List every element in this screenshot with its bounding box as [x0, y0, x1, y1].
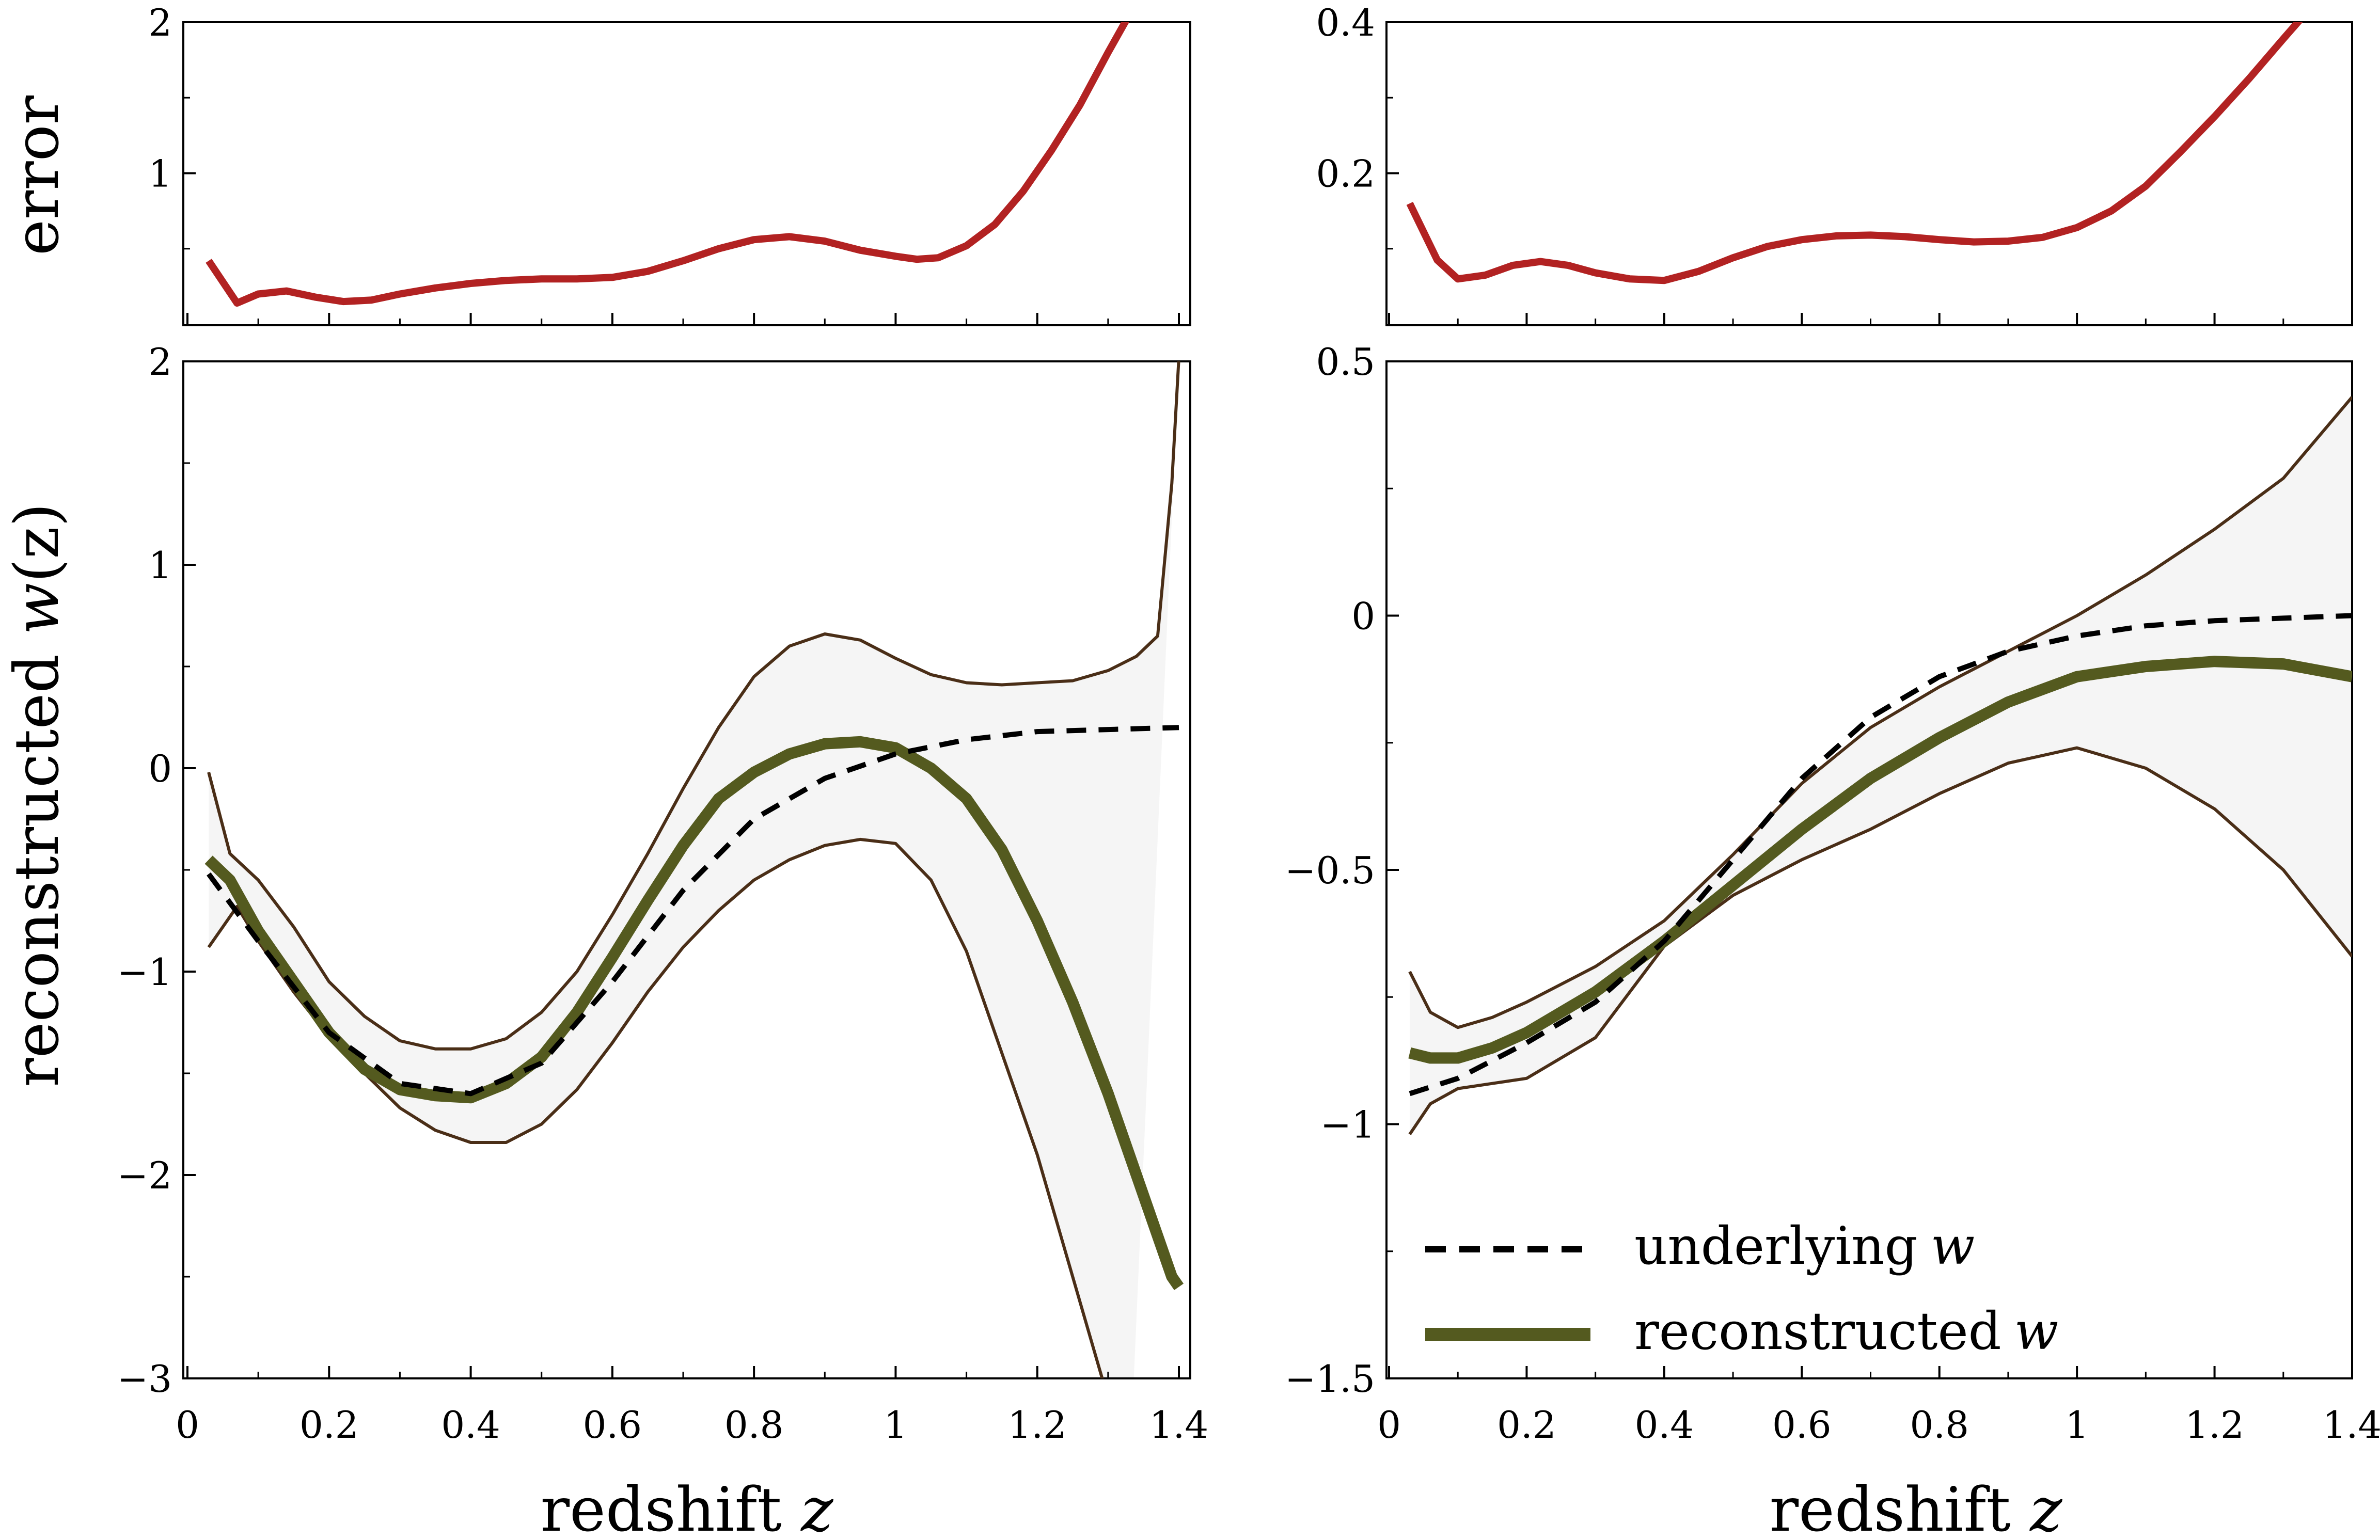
y-tick-label: −1 [1320, 1103, 1375, 1147]
w-y-label-paren: (z) [1, 503, 72, 582]
x-label-left: redshift z [541, 1474, 834, 1540]
x-label-right: redshift z [1770, 1474, 2063, 1540]
upper-bound-line [1408, 396, 2352, 1029]
w-y-label: reconstructed w(z) [1, 503, 72, 1087]
y-tick-label: 2 [148, 1, 172, 44]
w-y-label-var: w [1, 583, 72, 635]
x-tick-label: 0.8 [1910, 1403, 1969, 1447]
y-tick-label: −3 [117, 1357, 172, 1401]
x-label-left-var: z [800, 1474, 833, 1540]
x-label-right-var: z [2029, 1474, 2062, 1540]
legend-underlying-label: underlying w [1634, 1216, 1975, 1276]
y-tick-label: −0.5 [1285, 849, 1375, 892]
reconstructed-w-line [204, 736, 1184, 1290]
legend: underlying w reconstructed w [1425, 1216, 2058, 1361]
legend-reconstructed-text: reconstructed [1634, 1301, 2001, 1361]
y-tick-label: 0 [148, 747, 172, 790]
y-tick-label: 0.4 [1316, 1, 1375, 44]
x-tick-label: 0.2 [300, 1403, 359, 1447]
error-plot-left: 12 [148, 1, 1191, 326]
y-tick-label: 2 [148, 340, 172, 384]
reconstructed-w-line [1408, 656, 2352, 1064]
y-tick-label: 0.5 [1316, 340, 1375, 384]
y-tick-label: −2 [117, 1154, 172, 1197]
x-tick-label: 1 [884, 1403, 908, 1447]
legend-reconstructed-label: reconstructed w [1634, 1301, 2058, 1361]
underlying-w-line [207, 725, 1179, 1097]
legend-underlying-var: w [1931, 1216, 1975, 1276]
y-tick-label: 1 [148, 544, 172, 587]
x-tick-label: 1 [2065, 1403, 2089, 1447]
x-tick-label: 1.2 [2185, 1403, 2244, 1447]
x-label-right-text: redshift [1770, 1474, 2030, 1540]
w-plot-right: 0 0.2 0.4 0.6 0.8 1 1.2 1.4 −1.5 −1 −0.5 0 0.5 [1285, 340, 2380, 1447]
y-tick-label: 0.2 [1316, 152, 1375, 196]
x-tick-label: 0 [1377, 1403, 1401, 1447]
y-tick-label: 0 [1351, 595, 1375, 638]
legend-reconstructed-var: w [2014, 1301, 2059, 1361]
x-tick-label: 1.4 [2323, 1403, 2380, 1447]
x-label-left-text: redshift [541, 1474, 801, 1540]
y-tick-label: −1.5 [1285, 1357, 1375, 1401]
x-tick-label: 0.4 [1635, 1403, 1694, 1447]
x-tick-label: 0.2 [1497, 1403, 1556, 1447]
x-tick-label: 0 [176, 1403, 199, 1447]
uncertainty-band [209, 361, 1179, 1378]
x-tick-label: 1.2 [1007, 1403, 1067, 1447]
x-tick-label: 0.6 [583, 1403, 642, 1447]
x-tick-label: 1.4 [1149, 1403, 1209, 1447]
error-line [206, 22, 1129, 307]
upper-bound-line [207, 361, 1180, 1051]
x-tick-label: 0.4 [441, 1403, 500, 1447]
lower-bound-line [1408, 746, 2352, 1135]
y-tick-label: −1 [117, 950, 172, 994]
legend-underlying-text: underlying [1634, 1216, 1918, 1276]
error-plot-right: 0.2 0.4 [1316, 1, 2353, 326]
underlying-w-line [1409, 613, 2352, 1097]
error-y-label: error [1, 95, 72, 256]
x-tick-label: 0.8 [724, 1403, 784, 1447]
error-line [1406, 22, 2303, 284]
w-y-label-prefix: reconstructed [1, 635, 72, 1087]
y-tick-label: 1 [148, 152, 172, 196]
x-tick-label: 0.6 [1772, 1403, 1832, 1447]
w-plot-left: 0 0.2 0.4 0.6 0.8 1 1.2 1.4 −3 −2 −1 0 1 2 [117, 340, 1209, 1447]
